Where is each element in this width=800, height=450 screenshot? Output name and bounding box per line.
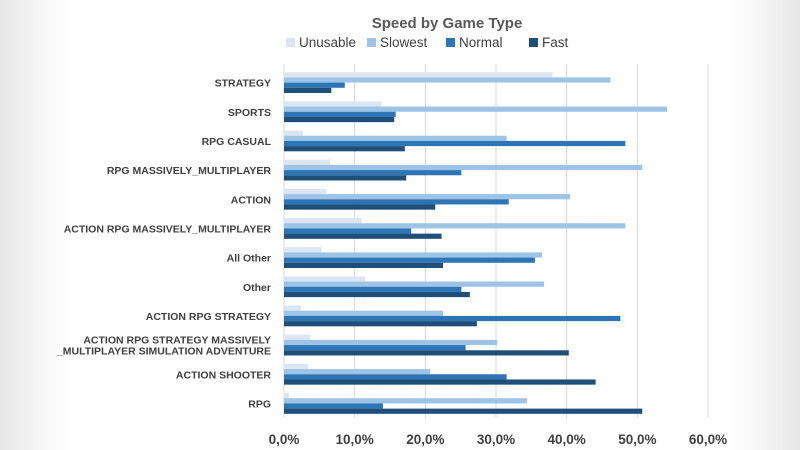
bar-fast xyxy=(284,262,443,268)
x-tick-label: 20,0% xyxy=(406,432,444,447)
bar-normal xyxy=(284,111,396,117)
bar-fast xyxy=(284,379,596,385)
bar-fast xyxy=(284,87,332,93)
chart-title: Speed by Game Type xyxy=(372,15,523,32)
legend-swatch-slowest xyxy=(367,38,376,47)
category-label: All Other xyxy=(227,253,271,265)
bar-slowest xyxy=(284,310,443,316)
bar-normal xyxy=(284,286,462,292)
gridlines xyxy=(283,64,709,418)
category-labels: STRATEGY SPORTS RPG CASUAL RPG MASSIVELY_MU… xyxy=(56,78,272,411)
bar-normal xyxy=(284,82,345,88)
bar-fast xyxy=(284,408,643,414)
bar-slowest xyxy=(284,135,507,141)
category-label: RPG CASUAL xyxy=(202,136,272,148)
category-label: STRATEGY xyxy=(215,78,271,90)
bar-normal xyxy=(284,228,412,234)
legend-swatch-normal xyxy=(446,38,455,47)
category-label: ACTION RPG STRATEGY MASSIVELY _MULTIPLAYE… xyxy=(56,335,271,358)
bar-normal xyxy=(284,345,466,351)
legend-label-unusable: Unusable xyxy=(299,35,356,50)
bars xyxy=(284,72,668,414)
bar-unusable xyxy=(284,393,289,399)
bar-fast xyxy=(284,116,395,123)
category-label: ACTION RPG MASSIVELY_MULTIPLAYER xyxy=(64,223,272,235)
bar-normal xyxy=(284,257,535,263)
bar-slowest xyxy=(284,106,668,112)
bar-fast xyxy=(284,350,569,356)
bar-fast xyxy=(284,321,477,327)
bar-fast xyxy=(284,146,405,152)
category-label: RPG xyxy=(248,398,271,410)
bar-normal xyxy=(284,315,621,322)
category-label: ACTION RPG STRATEGY xyxy=(146,311,271,323)
bar-unusable xyxy=(284,188,327,195)
bar-normal xyxy=(284,170,462,176)
legend: Unusable Slowest Normal Fast xyxy=(286,35,569,50)
category-label: SPORTS xyxy=(228,107,271,119)
x-tick-label: 10,0% xyxy=(336,432,374,447)
x-tick-label: 0,0% xyxy=(269,432,300,447)
bar-unusable xyxy=(284,247,322,253)
category-label: Other xyxy=(243,282,271,294)
bar-unusable xyxy=(284,276,366,282)
bar-normal xyxy=(284,140,626,147)
x-axis-tick-labels: 0,0% 10,0% 20,0% 30,0% 40,0% 50,0% 60,0% xyxy=(269,432,728,447)
x-tick-label: 50,0% xyxy=(618,432,656,447)
bar-slowest xyxy=(284,223,626,229)
legend-swatch-unusable xyxy=(286,38,295,47)
category-label: ACTION SHOOTER xyxy=(176,369,272,381)
bar-slowest xyxy=(284,339,498,346)
x-tick-label: 40,0% xyxy=(548,432,586,447)
bar-slowest xyxy=(284,164,643,171)
bar-slowest xyxy=(284,369,431,375)
bar-unusable xyxy=(284,305,301,311)
bar-fast xyxy=(284,233,442,239)
bar-unusable xyxy=(284,101,382,107)
bar-fast xyxy=(284,291,470,298)
category-label: RPG MASSIVELY_MULTIPLAYER xyxy=(107,165,272,177)
bar-fast xyxy=(284,204,436,210)
category-label: ACTION xyxy=(231,194,271,206)
legend-label-fast: Fast xyxy=(542,35,569,50)
bar-slowest xyxy=(284,398,528,404)
legend-label-normal: Normal xyxy=(459,35,503,50)
x-tick-label: 30,0% xyxy=(477,432,515,447)
legend-swatch-fast xyxy=(529,38,538,47)
bar-unusable xyxy=(284,159,330,165)
bar-normal xyxy=(284,403,383,409)
bar-slowest xyxy=(284,252,542,258)
bar-fast xyxy=(284,175,407,181)
bar-slowest xyxy=(284,281,545,287)
bar-normal xyxy=(284,199,509,205)
x-tick-label: 60,0% xyxy=(689,432,727,447)
bar-unusable xyxy=(284,130,304,136)
bar-normal xyxy=(284,374,507,380)
bar-unusable xyxy=(284,334,311,340)
bar-unusable xyxy=(284,218,362,224)
bar-unusable xyxy=(284,363,309,370)
bar-slowest xyxy=(284,77,611,83)
bar-unusable xyxy=(284,72,553,78)
bar-slowest xyxy=(284,194,571,200)
legend-label-slowest: Slowest xyxy=(380,35,428,50)
